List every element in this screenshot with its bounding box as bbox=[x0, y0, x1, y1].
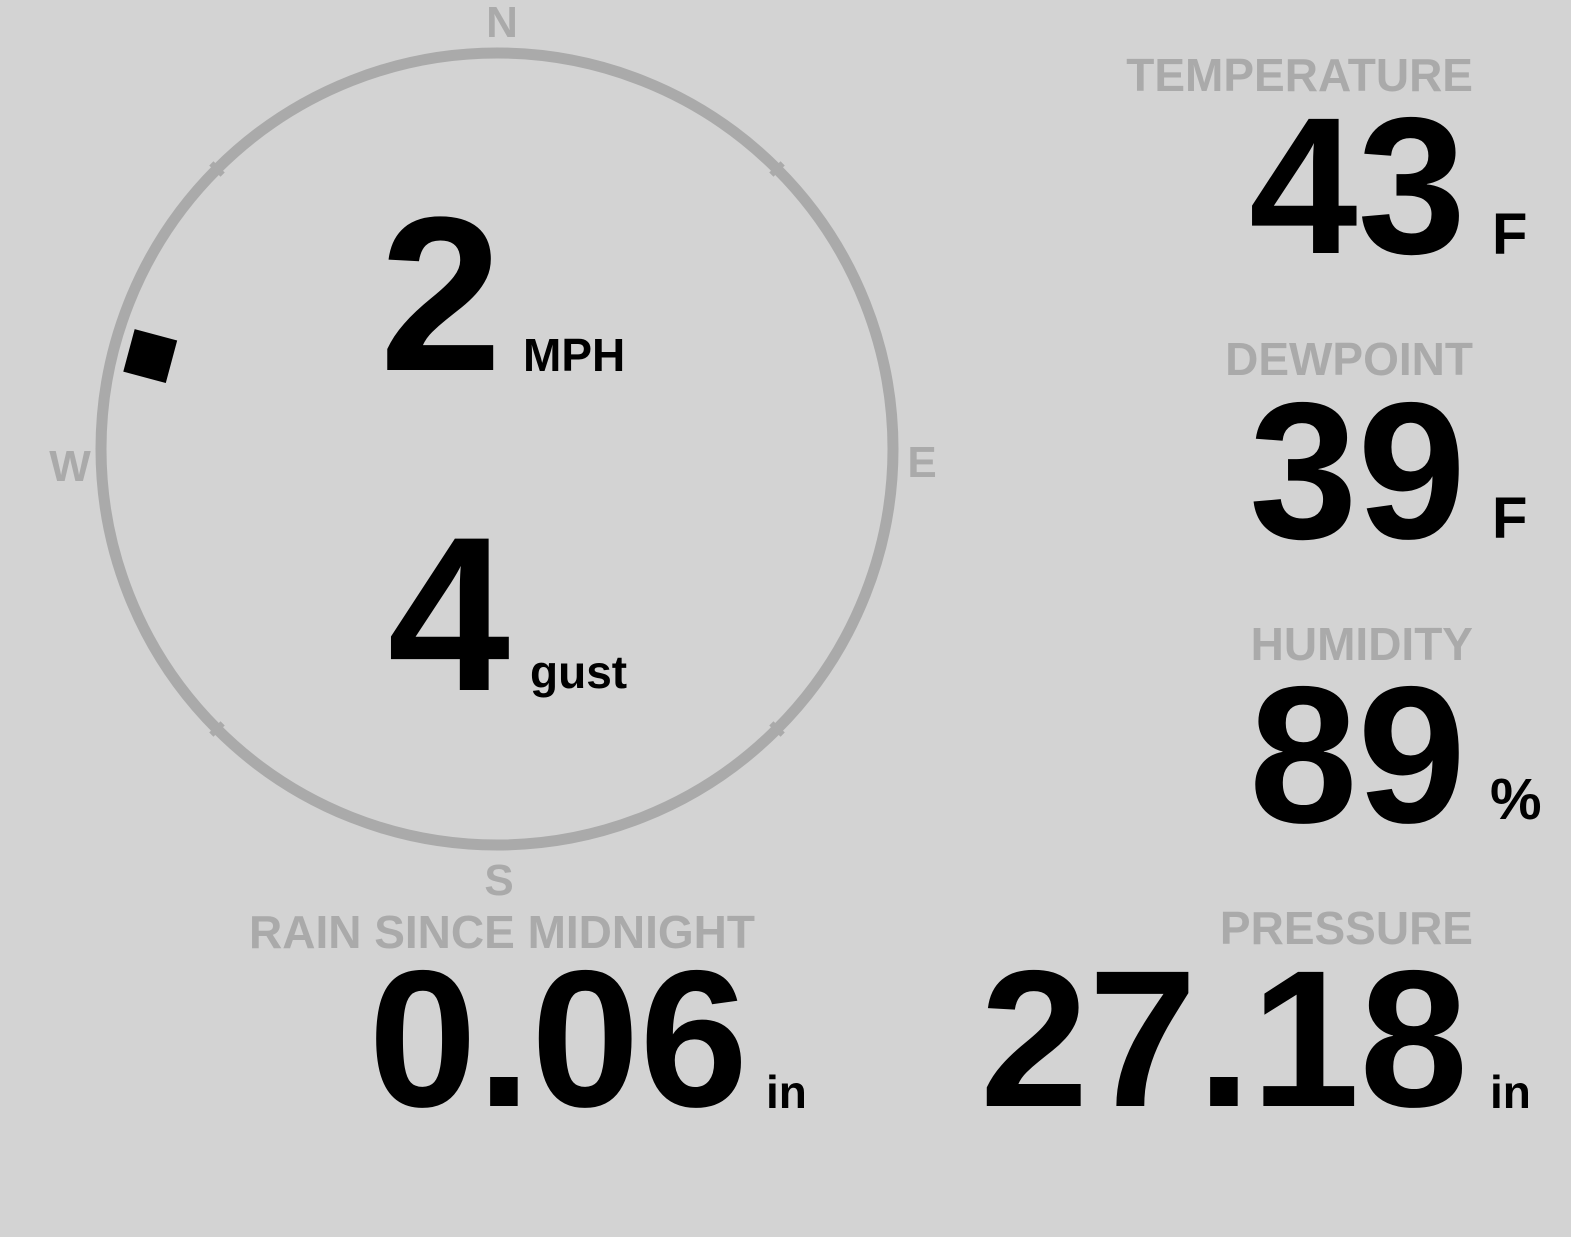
compass-east: E bbox=[907, 438, 937, 487]
temperature-unit: F bbox=[1492, 202, 1528, 267]
humidity-label: HUMIDITY bbox=[1250, 618, 1473, 670]
wind-speed-unit: MPH bbox=[523, 329, 626, 381]
wind-gust-unit: gust bbox=[530, 646, 628, 698]
pressure-unit: in bbox=[1490, 1066, 1531, 1118]
wind-direction-marker bbox=[123, 329, 178, 384]
compass-west: W bbox=[49, 442, 91, 491]
dewpoint-label: DEWPOINT bbox=[1225, 333, 1473, 385]
temperature-label: TEMPERATURE bbox=[1126, 49, 1473, 101]
compass-tick bbox=[769, 161, 785, 177]
dewpoint-value: 39 bbox=[1249, 362, 1466, 580]
pressure-value: 27.18 bbox=[980, 930, 1468, 1148]
rain-unit: in bbox=[766, 1066, 807, 1118]
humidity-value: 89 bbox=[1249, 646, 1466, 864]
wind-speed-value: 2 bbox=[379, 171, 502, 417]
compass-tick bbox=[769, 721, 785, 737]
compass-north: N bbox=[486, 0, 518, 47]
compass-ticks bbox=[209, 161, 785, 737]
temperature-value: 43 bbox=[1249, 77, 1466, 295]
rain-label: RAIN SINCE MIDNIGHT bbox=[249, 906, 755, 958]
rain-value: 0.06 bbox=[368, 930, 748, 1148]
wind-gust-value: 4 bbox=[387, 491, 510, 737]
compass-south: S bbox=[484, 856, 514, 905]
compass-tick bbox=[209, 161, 225, 177]
dewpoint-unit: F bbox=[1492, 486, 1528, 551]
compass-ring bbox=[95, 47, 899, 851]
pressure-label: PRESSURE bbox=[1219, 902, 1473, 954]
humidity-unit: % bbox=[1490, 767, 1542, 832]
compass-tick bbox=[209, 721, 225, 737]
